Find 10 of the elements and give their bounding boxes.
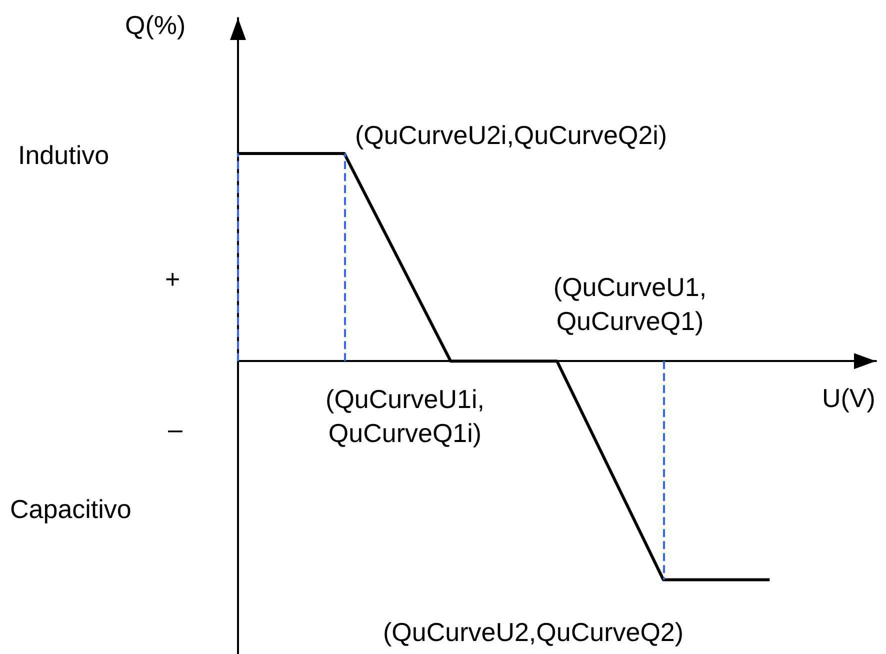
text: –	[168, 414, 183, 444]
text: (QuCurveU2,QuCurveQ2)	[383, 617, 684, 647]
text: (QuCurveU2i,QuCurveQ2i)	[355, 120, 668, 150]
text: Indutivo	[18, 140, 110, 170]
annotation: (QuCurveU1, QuCurveQ1)	[553, 272, 707, 336]
text: Capacitivo	[10, 494, 132, 524]
y-axis-title: Q(%)	[125, 10, 186, 40]
annotation: (QuCurveU1i, QuCurveQ1i)	[326, 384, 484, 448]
text: +	[165, 264, 180, 294]
x-axis-title: U(V)	[822, 383, 876, 413]
